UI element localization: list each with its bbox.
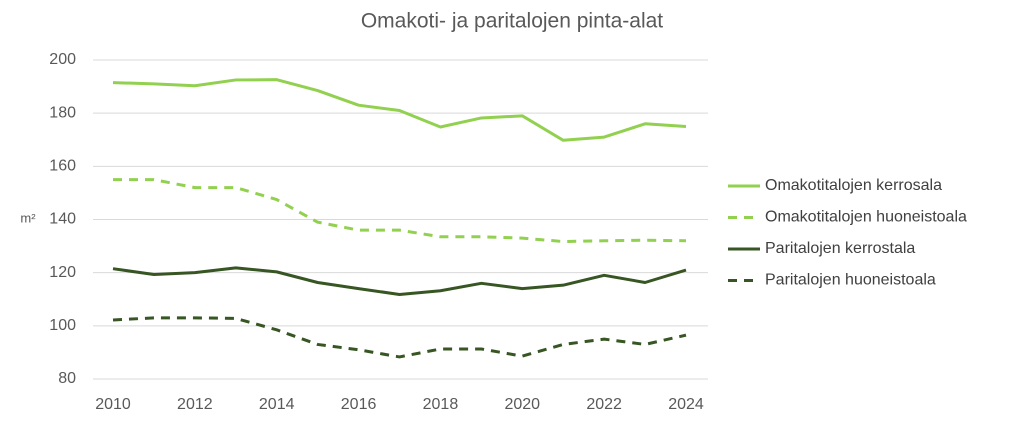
x-tick-label: 2022	[586, 396, 622, 413]
y-tick-label: 180	[49, 104, 76, 121]
series-line	[112, 266, 687, 296]
x-tick-label: 2014	[259, 396, 295, 413]
x-tick-label: 2012	[177, 396, 213, 413]
series-line	[112, 316, 687, 359]
y-tick-label: 140	[49, 211, 76, 228]
legend-label: Paritalojen kerrostala	[765, 240, 915, 257]
chart-title: Omakoti- ja paritalojen pinta-alat	[361, 10, 663, 33]
x-tick-label: 2016	[341, 396, 377, 413]
y-tick-label: 100	[49, 317, 76, 334]
y-tick-label: 120	[49, 264, 76, 281]
y-tick-label: 80	[58, 370, 76, 387]
y-axis-label: m²	[20, 210, 36, 225]
series-line	[113, 178, 687, 244]
series-line	[112, 78, 687, 142]
x-tick-label: 2018	[423, 396, 459, 413]
x-tick-label: 2024	[668, 396, 704, 413]
x-tick-label: 2020	[504, 396, 540, 413]
y-tick-label: 160	[49, 158, 76, 175]
y-tick-label: 200	[49, 51, 76, 68]
legend-label: Omakotitalojen huoneistoala	[765, 209, 967, 226]
legend-label: Omakotitalojen kerrosala	[765, 177, 942, 194]
x-tick-label: 2010	[95, 396, 131, 413]
legend-label: Paritalojen huoneistoala	[765, 272, 936, 289]
